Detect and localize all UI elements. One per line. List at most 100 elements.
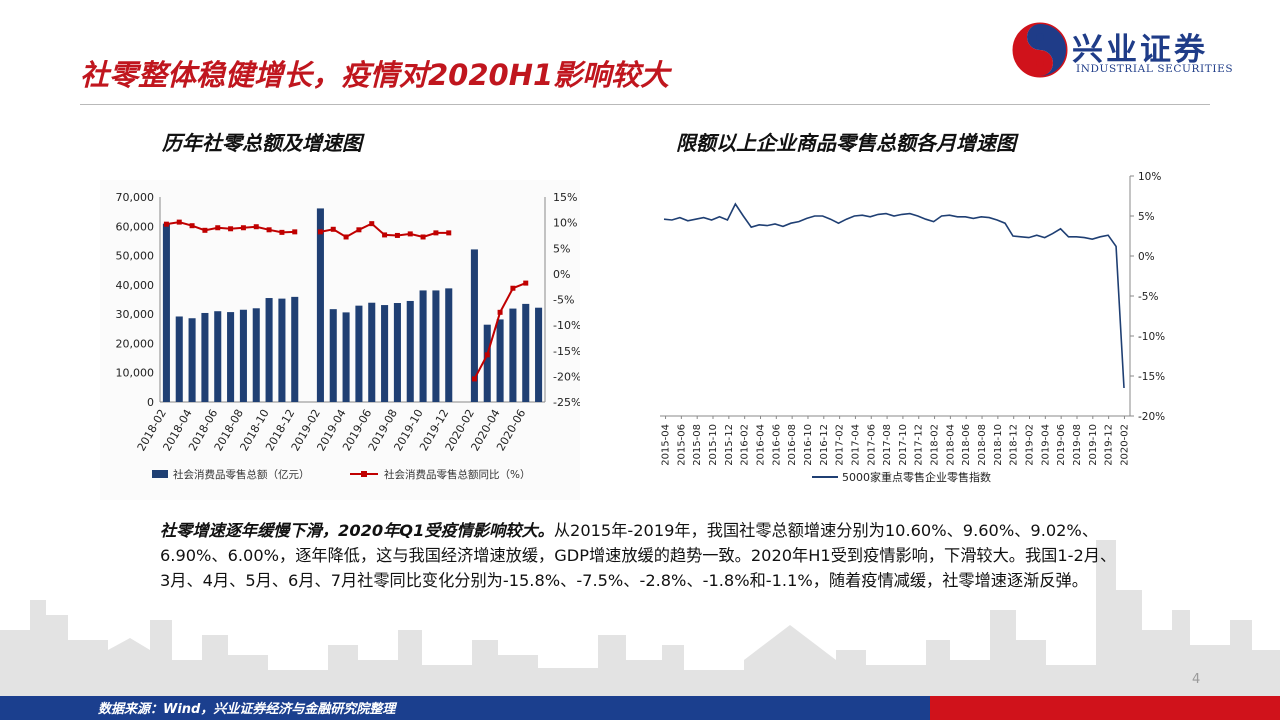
c2-x-tick-label: 2018-04 — [945, 424, 956, 466]
c2-x-tick-label: 2015-12 — [724, 424, 735, 466]
c2-x-tick-label: 2017-12 — [914, 424, 925, 466]
logo-company-name: 兴业证券 — [1072, 32, 1208, 68]
slide-title: 社零整体稳健增长，疫情对2020H1影响较大 — [80, 58, 670, 92]
c1-growth-point — [369, 221, 375, 227]
c1-left-tick-label: 0 — [147, 396, 154, 409]
c1-growth-point — [240, 225, 246, 231]
c2-x-tick-label: 2015-04 — [661, 424, 672, 466]
c2-x-tick-label: 2015-08 — [692, 424, 703, 466]
c1-bar — [509, 308, 517, 402]
c2-x-tick-label: 2017-04 — [850, 424, 861, 466]
c2-x-tick-label: 2017-10 — [898, 424, 909, 466]
c2-right-tick-label: 0% — [1138, 251, 1155, 263]
c2-x-tick-label: 2019-02 — [1025, 424, 1036, 466]
c1-bar — [470, 249, 478, 402]
page-number: 4 — [1192, 672, 1201, 687]
c1-growth-point — [394, 232, 400, 238]
paragraph-highlight: 社零增速逐年缓慢下滑，2020年Q1受疫情影响较大。 — [160, 521, 554, 540]
chart1-retail-sales-and-growth: 0 10,000 20,000 30,000 40,000 50,000 60,000 70,… — [100, 180, 580, 500]
c1-growth-point — [433, 230, 439, 236]
chart1-title: 历年社零总额及增速图 — [162, 131, 362, 155]
c1-right-tick-label: 15% — [553, 191, 577, 204]
c1-growth-point — [497, 309, 503, 315]
c2-x-tick-label: 2017-08 — [882, 424, 893, 466]
c1-right-tick-label: -25% — [553, 396, 580, 409]
c1-bar — [265, 298, 273, 402]
c1-bar — [393, 303, 401, 402]
c1-bar — [535, 307, 543, 402]
data-source-note: 数据来源：Wind，兴业证券经济与金融研究院整理 — [98, 702, 396, 717]
c1-growth-point — [266, 227, 272, 233]
c1-growth-point — [163, 221, 169, 227]
c1-left-tick-label: 10,000 — [116, 367, 155, 380]
c1-bar — [329, 309, 337, 402]
c1-bar — [227, 312, 235, 402]
c2-index-line — [663, 202, 1125, 389]
c1-bar — [496, 319, 504, 402]
c2-x-tick-label: 2018-10 — [993, 424, 1004, 466]
c1-bar — [188, 318, 196, 402]
c2-x-tick-label: 2016-12 — [819, 424, 830, 466]
c1-left-tick-label: 30,000 — [116, 308, 155, 321]
c1-growth-point — [215, 225, 221, 231]
paragraph-body: 从2015年-2019年，我国社零总额增速分别为10.60%、9.60%、9.0… — [160, 521, 1117, 590]
city-skyline-decoration — [0, 540, 1280, 696]
c1-bar — [432, 290, 440, 402]
c1-growth-point — [189, 223, 195, 229]
c1-right-tick-label: 5% — [553, 242, 570, 255]
c1-legend-line-marker — [361, 471, 367, 477]
c2-right-tick-label: 10% — [1138, 171, 1161, 183]
c2-x-tick-label: 2016-06 — [771, 424, 782, 466]
logo-company-subtitle: INDUSTRIAL SECURITIES — [1076, 63, 1234, 75]
c1-growth-point — [330, 226, 336, 232]
c1-bar — [381, 305, 389, 402]
c1-left-tick-label: 60,000 — [116, 220, 155, 233]
c1-left-tick-label: 70,000 — [116, 191, 155, 204]
c1-left-tick-label: 20,000 — [116, 337, 155, 350]
c2-x-tick-label: 2018-08 — [977, 424, 988, 466]
c1-right-tick-label: -10% — [553, 319, 580, 332]
c1-growth-point — [510, 285, 516, 291]
c1-bar — [201, 312, 209, 402]
c1-bar — [445, 288, 453, 402]
chart2-retail-enterprise-monthly-growth: 10% 5% 0% -5% -10% -15% -20% 2015-04 2015-06 2015… — [660, 171, 1165, 484]
c1-bar — [175, 316, 183, 402]
c1-growth-point — [382, 232, 388, 238]
c1-growth-point — [407, 231, 413, 237]
footer-accent — [930, 696, 1280, 720]
c1-growth-point — [228, 226, 234, 232]
c1-right-tick-label: 10% — [553, 217, 577, 230]
c2-x-tick-label: 2019-06 — [1056, 424, 1067, 466]
c1-bar — [342, 312, 350, 402]
c1-right-tick-label: -15% — [553, 345, 580, 358]
c1-growth-point — [317, 229, 323, 235]
c1-bar — [278, 298, 286, 402]
c1-bar — [522, 303, 530, 402]
c1-bar — [355, 305, 363, 402]
c1-growth-point — [446, 230, 452, 236]
c1-legend-bar-label: 社会消费品零售总额（亿元） — [173, 468, 310, 481]
c1-bar — [368, 302, 376, 402]
c1-growth-point — [356, 227, 362, 233]
c2-x-tick-label: 2018-02 — [930, 424, 941, 466]
c1-growth-point — [253, 224, 259, 230]
c2-x-tick-label: 2020-02 — [1119, 424, 1130, 466]
c2-right-tick-label: -10% — [1138, 331, 1165, 343]
c1-bar — [406, 300, 414, 402]
c1-growth-point — [292, 229, 298, 235]
c2-x-tick-label: 2016-02 — [740, 424, 751, 466]
title-divider — [80, 104, 1210, 105]
c1-legend-bar-swatch — [152, 470, 168, 478]
c2-right-tick-label: 5% — [1138, 211, 1155, 223]
c1-bar — [291, 296, 299, 402]
c2-x-tick-label: 2015-10 — [708, 424, 719, 466]
analysis-paragraph: 社零增速逐年缓慢下滑，2020年Q1受疫情影响较大。从2015年-2019年，我… — [160, 518, 1120, 593]
c2-x-tick-label: 2019-10 — [1088, 424, 1099, 466]
c1-bar — [483, 324, 491, 402]
c1-growth-point — [176, 219, 182, 225]
c1-growth-point — [343, 234, 349, 240]
c2-right-tick-label: -5% — [1138, 291, 1158, 303]
c1-growth-point — [471, 376, 477, 382]
c1-growth-point — [420, 234, 426, 240]
c1-bar — [316, 208, 324, 402]
